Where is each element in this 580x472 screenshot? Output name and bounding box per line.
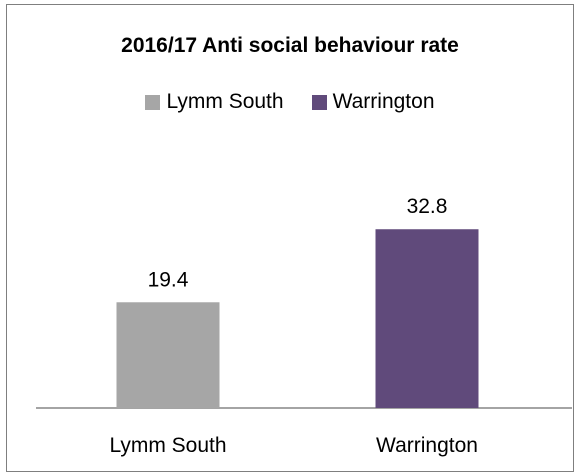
bar-lymm-south	[116, 302, 220, 408]
chart-title: 2016/17 Anti social behaviour rate	[121, 34, 459, 57]
legend-swatch-warrington	[311, 94, 327, 110]
legend-label-warrington: Warrington	[332, 90, 435, 113]
chart-legend: Lymm South Warrington	[0, 90, 580, 114]
legend-item-warrington: Warrington	[311, 90, 435, 114]
category-label-warrington: Warrington	[376, 434, 478, 457]
bar-warrington	[375, 229, 479, 408]
legend-item-lymm-south: Lymm South	[145, 90, 284, 114]
legend-swatch-lymm-south	[145, 94, 161, 110]
category-label-lymm-south: Lymm South	[109, 434, 226, 457]
data-label-warrington: 32.8	[407, 195, 448, 218]
data-label-lymm-south: 19.4	[148, 268, 189, 291]
chart-frame	[6, 4, 574, 472]
legend-label-lymm-south: Lymm South	[166, 90, 284, 113]
